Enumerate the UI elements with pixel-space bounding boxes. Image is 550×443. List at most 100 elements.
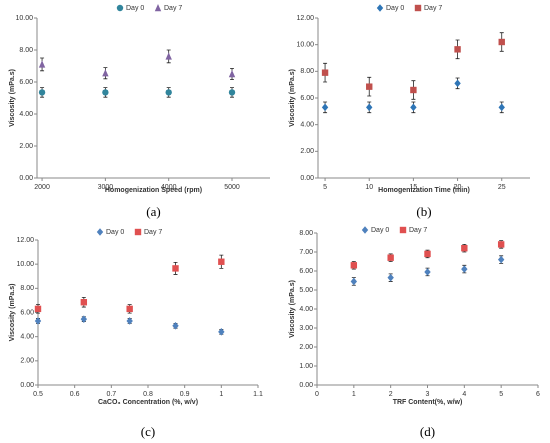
marker: [38, 60, 46, 68]
marker: [321, 69, 329, 76]
marker: [38, 89, 46, 96]
legend-marker: [376, 4, 384, 12]
x-tick-label: 5: [499, 391, 503, 398]
marker: [387, 273, 394, 282]
y-tick-label: 5.00: [299, 287, 313, 294]
legend-label: Day 7: [409, 227, 427, 234]
x-axis-title: Homogenization Speed (rpm): [105, 187, 202, 194]
marker: [498, 103, 505, 112]
y-tick-label: 2.00: [300, 148, 314, 155]
y-tick-label: 3.00: [299, 325, 313, 332]
y-tick-label: 1.00: [299, 363, 313, 370]
marker: [410, 86, 417, 94]
legend-marker: [134, 228, 142, 236]
x-tick-label: 2: [389, 391, 393, 398]
y-axis-title: Viscosity (mPa.s): [289, 280, 296, 338]
x-tick-label: 3000: [98, 184, 114, 191]
legend-marker: [361, 226, 369, 234]
x-tick-label: 1.1: [253, 391, 263, 398]
marker: [461, 245, 468, 252]
x-tick-label: 0.7: [106, 391, 116, 398]
x-tick-label: 0.9: [180, 391, 190, 398]
y-tick-label: 8.00: [19, 47, 33, 54]
legend-label: Day 7: [424, 5, 442, 12]
marker: [126, 305, 133, 313]
y-tick-label: 2.00: [20, 358, 34, 365]
marker: [366, 103, 373, 112]
legend-marker: [414, 4, 422, 12]
y-tick-label: 10.00: [16, 261, 34, 268]
x-tick-label: 5000: [224, 184, 240, 191]
legend-label: Day 7: [144, 229, 162, 236]
caption: (a): [146, 204, 160, 219]
y-tick-label: 10.00: [296, 42, 314, 49]
caption: (b): [416, 204, 431, 219]
marker: [102, 69, 109, 77]
marker: [424, 268, 431, 276]
marker: [102, 89, 109, 96]
y-axis-title: Viscosity (mPa.s): [9, 69, 16, 127]
y-tick-label: 6.00: [20, 309, 34, 316]
caption: (c): [141, 424, 155, 439]
y-tick-label: 12.00: [296, 15, 314, 22]
x-tick-label: 1: [352, 391, 356, 398]
caption: (d): [420, 424, 435, 439]
y-tick-label: 6.00: [299, 268, 313, 275]
y-tick-label: 12.00: [16, 237, 34, 244]
legend-label: Day 0: [386, 5, 404, 12]
y-tick-label: 6.00: [19, 79, 33, 86]
y-tick-label: 0.00: [20, 382, 34, 389]
marker: [80, 315, 88, 323]
y-tick-label: 2.00: [19, 143, 33, 150]
marker: [126, 317, 133, 325]
legend-marker: [96, 228, 104, 236]
y-tick-label: 10.00: [15, 15, 33, 22]
legend-marker: [116, 4, 124, 12]
x-tick-label: 4: [462, 391, 466, 398]
x-tick-label: 0: [315, 391, 319, 398]
legend-label: Day 0: [126, 5, 144, 12]
marker: [218, 328, 225, 336]
marker: [366, 83, 373, 90]
x-tick-label: 6: [536, 391, 540, 398]
x-tick-label: 0.6: [70, 391, 80, 398]
legend-label: Day 7: [164, 5, 182, 12]
marker: [228, 89, 236, 96]
x-tick-label: 3: [426, 391, 430, 398]
y-tick-label: 8.00: [300, 68, 314, 75]
marker: [387, 254, 394, 261]
y-tick-label: 4.00: [299, 306, 313, 313]
marker: [461, 265, 468, 273]
x-tick-label: 2000: [34, 184, 50, 191]
y-tick-label: 8.00: [299, 230, 313, 237]
marker: [454, 79, 461, 88]
marker: [172, 265, 179, 272]
y-tick-label: 6.00: [300, 95, 314, 102]
x-axis-title: TRF Content(%, w/w): [393, 399, 463, 406]
x-axis-title: CaCO₃ Concentration (%, w/v): [98, 399, 198, 406]
x-tick-label: 15: [410, 184, 418, 191]
legend-marker: [399, 226, 407, 234]
marker: [34, 317, 42, 325]
x-tick-label: 10: [365, 184, 373, 191]
marker: [454, 46, 461, 53]
marker: [34, 305, 42, 313]
marker: [165, 89, 172, 96]
y-tick-label: 4.00: [19, 111, 33, 118]
x-tick-label: 1: [219, 391, 223, 398]
y-tick-label: 8.00: [20, 285, 34, 292]
y-tick-label: 7.00: [299, 249, 313, 256]
legend-label: Day 0: [106, 229, 124, 236]
marker: [350, 277, 358, 286]
marker: [218, 258, 225, 265]
y-tick-label: 4.00: [300, 122, 314, 129]
x-tick-label: 0.5: [33, 391, 43, 398]
y-tick-label: 0.00: [300, 175, 314, 182]
x-tick-label: 4000: [161, 184, 177, 191]
x-tick-label: 5: [323, 184, 327, 191]
marker: [498, 38, 505, 46]
y-tick-label: 2.00: [299, 344, 313, 351]
marker: [172, 321, 179, 330]
x-axis-title: Homogenization Time (min): [378, 187, 470, 194]
